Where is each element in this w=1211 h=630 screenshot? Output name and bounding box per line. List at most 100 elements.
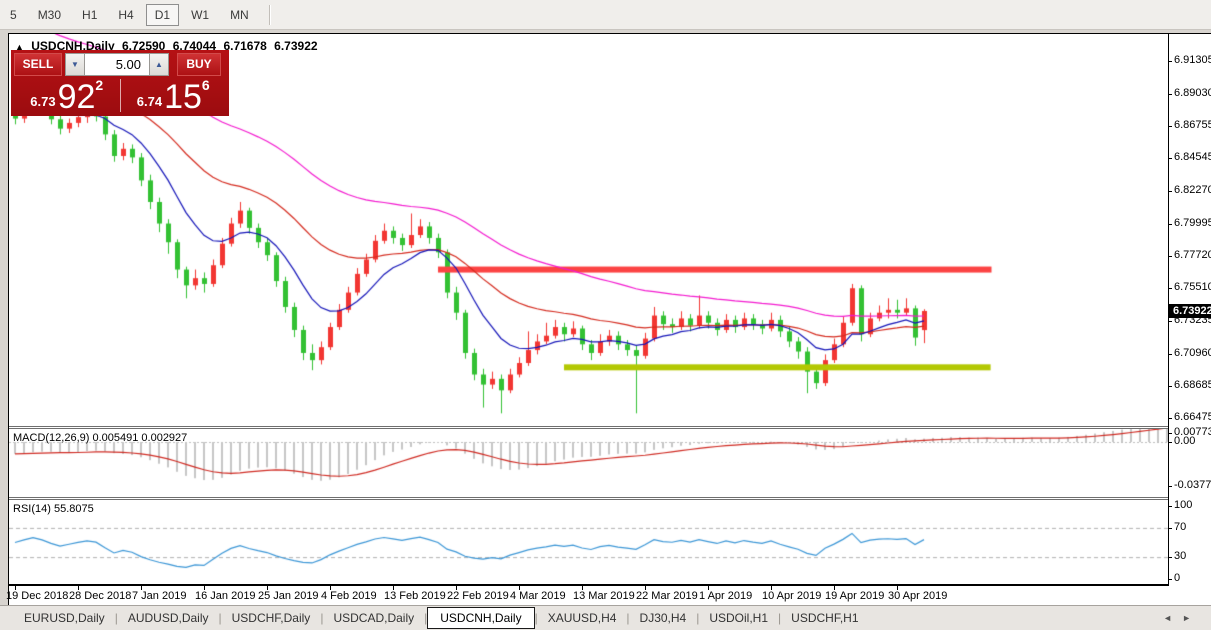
current-price-badge: 6.73922 — [1169, 303, 1211, 318]
price-tick-label: 6.68685 — [1174, 379, 1211, 392]
ohlc-high: 6.74044 — [172, 39, 217, 53]
panel-separator[interactable] — [9, 426, 1168, 429]
rsi-tick-label: 0 — [1174, 572, 1181, 584]
price-tick-label: 6.73235 — [1174, 313, 1211, 326]
tab-scroll-arrows: ◄► — [1163, 613, 1201, 623]
price-tick-mark — [1168, 256, 1172, 258]
date-tick-mark — [330, 586, 331, 590]
date-label: 30 Apr 2019 — [888, 590, 948, 602]
timeframe-button-w1[interactable]: W1 — [191, 7, 210, 22]
ohlc-close: 6.73922 — [274, 39, 318, 53]
rsi-tick-mark — [1168, 506, 1172, 507]
date-tick-mark — [456, 586, 457, 590]
price-tick-label: 6.86755 — [1174, 119, 1211, 132]
rsi-panel-canvas[interactable] — [9, 500, 1168, 584]
date-tick-mark — [708, 586, 709, 590]
date-tick-mark — [519, 586, 520, 590]
price-tick-label: 6.82270 — [1174, 183, 1211, 196]
date-label: 7 Jan 2019 — [132, 590, 187, 602]
date-tick-mark — [771, 586, 772, 590]
arrow-up-icon: ▲ — [155, 60, 163, 69]
chart-tab-usdcnh-daily[interactable]: USDCNH,Daily — [427, 607, 535, 629]
price-tick-label: 6.84545 — [1174, 151, 1211, 164]
tab-separator: | — [218, 611, 222, 625]
rsi-tick-label: 100 — [1174, 499, 1193, 511]
price-tick-label: 6.75510 — [1174, 281, 1211, 294]
date-label: 19 Dec 2018 — [6, 590, 69, 602]
volume-decrease-button[interactable]: ▼ — [65, 53, 85, 76]
date-label: 13 Mar 2019 — [573, 590, 635, 602]
chart-tab-eurusd-daily[interactable]: EURUSD,Daily — [24, 611, 105, 625]
timeframe-button-h1[interactable]: H1 — [82, 7, 98, 22]
macd-panel-canvas[interactable] — [9, 429, 1168, 497]
price-tick-mark — [1168, 288, 1172, 290]
price-tick-mark — [1168, 126, 1172, 128]
chart-tab-usdcad-daily[interactable]: USDCAD,Daily — [333, 611, 415, 625]
price-tick-mark — [1168, 353, 1172, 355]
panel-separator[interactable] — [9, 497, 1168, 500]
sell-price-prefix: 6.73 — [30, 94, 56, 109]
timeframe-button-m30[interactable]: M30 — [37, 7, 62, 22]
buy-button[interactable]: BUY — [177, 53, 221, 76]
buy-price-big: 15 — [164, 78, 202, 116]
chart-title: ▲ USDCNH,Daily 6.72590 6.74044 6.71678 6… — [15, 39, 322, 53]
rsi-tick-mark — [1168, 527, 1172, 529]
timeframe-button-h4[interactable]: H4 — [118, 7, 134, 22]
chart-tab-xauusd-h4[interactable]: XAUUSD,H4 — [547, 611, 617, 625]
price-tick-mark — [1168, 223, 1172, 225]
ohlc-open: 6.72590 — [121, 39, 166, 53]
chart-tab-usdchf-daily[interactable]: USDCHF,Daily — [231, 611, 311, 625]
date-label: 10 Apr 2019 — [762, 590, 822, 602]
date-tick-mark — [78, 586, 79, 590]
price-tick-mark — [1168, 320, 1172, 322]
price-tick-label: 6.66475 — [1174, 411, 1211, 423]
rsi-tick-label: 30 — [1174, 550, 1187, 563]
date-tick-mark — [15, 586, 16, 590]
date-tick-mark — [393, 586, 394, 590]
chart-tab-usdoil-h1[interactable]: USDOil,H1 — [709, 611, 769, 625]
timeframe-button-d1[interactable]: D1 — [145, 3, 180, 26]
date-tick-mark — [141, 586, 142, 590]
volume-input[interactable] — [85, 53, 149, 76]
date-label: 28 Dec 2018 — [69, 590, 132, 602]
date-label: 22 Feb 2019 — [447, 590, 509, 602]
buy-price[interactable]: 6.74 15 6 — [121, 77, 227, 114]
date-label: 25 Jan 2019 — [258, 590, 319, 602]
time-axis-line — [9, 584, 1169, 586]
timeframe-button-mn[interactable]: MN — [230, 7, 249, 22]
date-label: 4 Feb 2019 — [321, 590, 377, 602]
date-label: 1 Apr 2019 — [699, 590, 753, 602]
macd-tick-label: -0.037714 — [1174, 479, 1211, 491]
date-tick-mark — [645, 586, 646, 590]
date-label: 16 Jan 2019 — [195, 590, 256, 602]
tabs-scroll-right-icon[interactable]: ► — [1182, 613, 1201, 623]
tab-separator: | — [114, 611, 118, 625]
date-tick-mark — [582, 586, 583, 590]
date-label: 13 Feb 2019 — [384, 590, 446, 602]
macd-tick-mark — [1168, 486, 1172, 487]
sell-button[interactable]: SELL — [14, 53, 62, 76]
rsi-tick-label: 70 — [1174, 520, 1187, 533]
macd-tick-label: 0.00 — [1174, 435, 1196, 447]
sell-price-pip: 2 — [95, 77, 104, 93]
chart-tab-audusd-daily[interactable]: AUDUSD,Daily — [127, 611, 209, 625]
tab-separator: | — [534, 611, 538, 625]
tab-separator: | — [424, 611, 428, 625]
chart-tab-dj30-h4[interactable]: DJ30,H4 — [639, 611, 687, 625]
chart-tab-usdchf-h1[interactable]: USDCHF,H1 — [791, 611, 859, 625]
price-tick-mark — [1168, 190, 1172, 192]
tabs-scroll-left-icon[interactable]: ◄ — [1163, 613, 1183, 623]
buy-price-pip: 6 — [201, 77, 210, 93]
macd-indicator-label: MACD(12,26,9) 0.005491 0.002927 — [13, 432, 188, 444]
price-tick-mark — [1168, 61, 1172, 62]
price-divider — [119, 79, 121, 112]
sell-price[interactable]: 6.73 92 2 — [14, 77, 120, 114]
price-tick-mark — [1168, 386, 1172, 388]
collapse-panel-icon[interactable]: ▲ — [15, 42, 24, 52]
timeframe-button-5[interactable]: 5 — [10, 7, 17, 22]
volume-increase-button[interactable]: ▲ — [149, 53, 169, 76]
sell-price-big: 92 — [57, 78, 96, 116]
date-tick-mark — [897, 586, 898, 590]
